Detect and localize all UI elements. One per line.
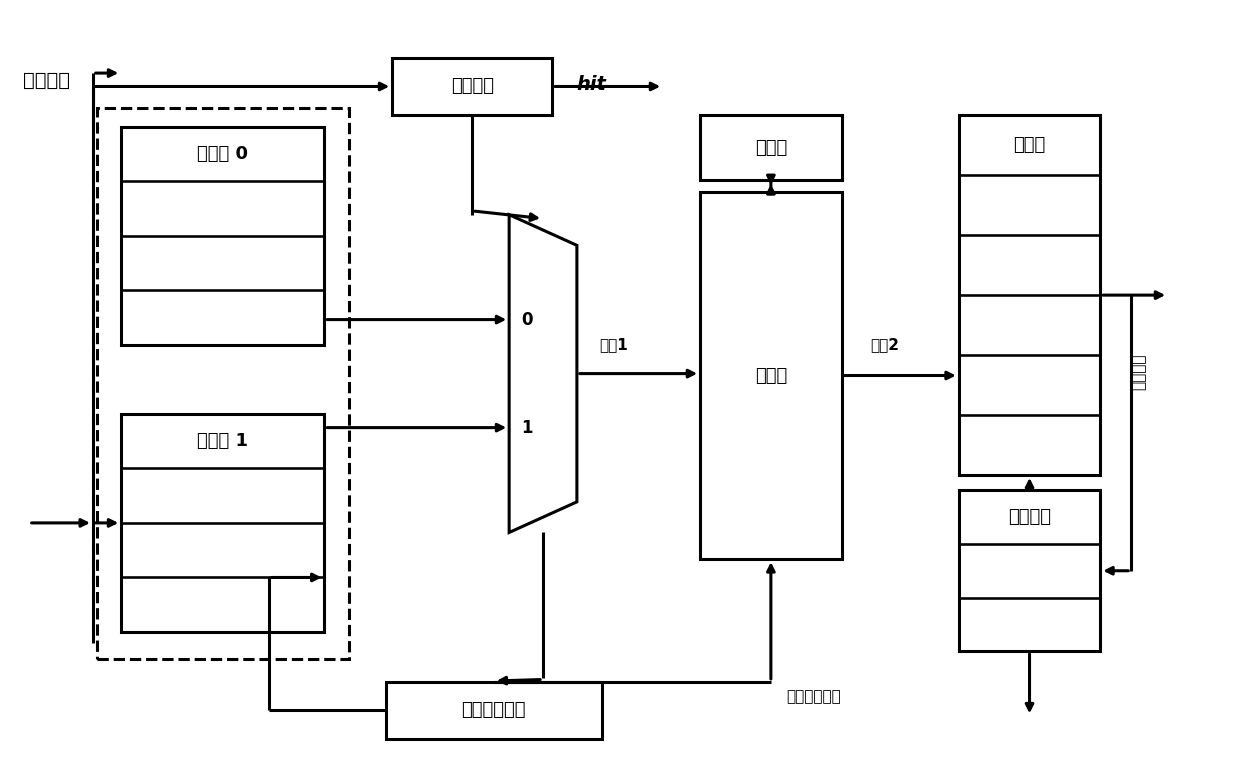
Text: hit: hit [577, 75, 606, 94]
Text: 替换策略模块: 替换策略模块 [461, 701, 526, 720]
Bar [959, 115, 1100, 475]
Text: 地址2: 地址2 [870, 337, 899, 352]
Bar [122, 127, 325, 345]
Bar [392, 58, 552, 115]
Bar [701, 115, 842, 180]
Text: 验证表: 验证表 [755, 139, 787, 156]
Bar [97, 108, 348, 659]
Text: 0: 0 [522, 310, 533, 329]
Bar [122, 414, 325, 632]
Bar [959, 491, 1100, 651]
Text: 1: 1 [522, 419, 533, 437]
Text: 地址信号: 地址信号 [22, 71, 69, 91]
Text: 地址表 0: 地址表 0 [197, 145, 248, 163]
Bar [701, 192, 842, 560]
Text: 地址表 1: 地址表 1 [197, 432, 248, 450]
Text: 写回至主存中: 写回至主存中 [786, 690, 841, 704]
Text: 数据表: 数据表 [1013, 136, 1045, 154]
Bar [386, 682, 601, 739]
Text: 地址1: 地址1 [599, 337, 629, 352]
Text: 数据输出: 数据输出 [1131, 354, 1146, 390]
Text: 写回队列: 写回队列 [1008, 509, 1052, 526]
Polygon shape [510, 214, 577, 533]
Text: 有效位表: 有效位表 [450, 77, 494, 95]
Text: 关联表: 关联表 [755, 367, 787, 385]
